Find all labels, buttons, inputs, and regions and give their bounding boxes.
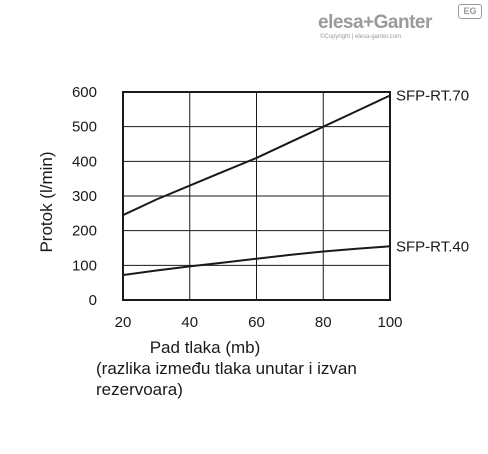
x-axis-title: Pad tlaka (mb) bbox=[149, 338, 261, 357]
x-tick-label: 60 bbox=[248, 314, 265, 331]
y-tick-label: 0 bbox=[89, 292, 97, 309]
brand-logo: elesa+Ganter EG ©Copyright | elesa-gante… bbox=[318, 4, 484, 44]
x-tick-label: 80 bbox=[315, 314, 332, 331]
series-label: SFP-RT.70 bbox=[396, 87, 469, 104]
y-axis-title: Protok (l/min) bbox=[37, 151, 56, 252]
y-tick-label: 500 bbox=[72, 119, 97, 136]
y-tick-label: 300 bbox=[72, 188, 97, 205]
plot-frame bbox=[122, 91, 391, 301]
series-label: SFP-RT.40 bbox=[396, 238, 469, 255]
y-tick-label: 400 bbox=[72, 153, 97, 170]
x-tick-label: 100 bbox=[377, 314, 402, 331]
series-line bbox=[122, 245, 391, 276]
brand-name: elesa+Ganter bbox=[318, 12, 432, 33]
brand-copyright: ©Copyright | elesa-ganter.com bbox=[320, 34, 402, 40]
y-tick-label: 100 bbox=[72, 257, 97, 274]
x-tick-label: 20 bbox=[115, 314, 132, 331]
chart-ticks: 20 40 60 80 100 0 100 200 300 400 500 600 bbox=[72, 84, 403, 331]
brand-badge: EG bbox=[458, 4, 482, 19]
series-line bbox=[122, 94, 391, 217]
chart-lines: SFP-RT.70 SFP-RT.40 bbox=[122, 87, 469, 276]
x-tick-label: 40 bbox=[181, 314, 198, 331]
x-axis-note: (razlika između tlaka unutar i izvan rez… bbox=[96, 359, 357, 399]
y-tick-label: 600 bbox=[72, 84, 97, 101]
y-tick-label: 200 bbox=[72, 223, 97, 240]
